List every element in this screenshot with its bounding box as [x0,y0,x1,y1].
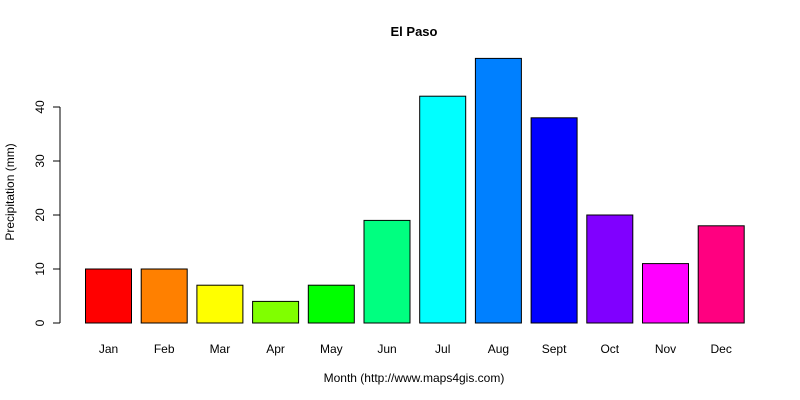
y-tick-label: 20 [33,208,47,222]
bar-jan [85,268,132,324]
bar-apr [252,300,300,324]
x-tick-label: Mar [210,342,231,356]
x-tick-label: Dec [711,342,732,356]
x-tick-label: Jul [435,342,450,356]
bar-may [307,284,355,324]
x-axis-label: Month (http://www.maps4gis.com) [324,371,505,385]
x-tick-label: Sept [542,342,567,356]
x-tick-label: Jan [99,342,118,356]
bar-jul [419,95,467,324]
y-axis-label: Precipitation (mm) [3,143,17,240]
bar-mar [196,284,244,324]
chart-title: El Paso [391,24,438,39]
bar-oct [586,214,634,324]
y-tick-label: 40 [33,100,47,114]
x-tick-labels: Jan Feb Mar Apr May Jun Jul Aug Sept Oct Nov Dec [99,342,732,356]
x-tick-label: Jun [377,342,396,356]
y-tick-label: 0 [33,319,47,326]
bar-nov [642,263,689,324]
bar-dec [697,225,745,324]
x-tick-label: May [320,342,343,356]
x-tick-label: Apr [266,342,285,356]
bars-group [85,57,745,324]
bar-sept [530,117,578,324]
bar-aug [474,57,522,324]
y-tick-label: 10 [33,262,47,276]
bar-jun [363,219,411,324]
bar-feb [140,268,188,324]
x-tick-label: Feb [154,342,175,356]
y-axis: 0 10 20 30 40 [33,100,61,326]
y-tick-label: 30 [33,154,47,168]
x-tick-label: Oct [600,342,619,356]
x-tick-label: Aug [488,342,509,356]
x-tick-label: Nov [655,342,676,356]
